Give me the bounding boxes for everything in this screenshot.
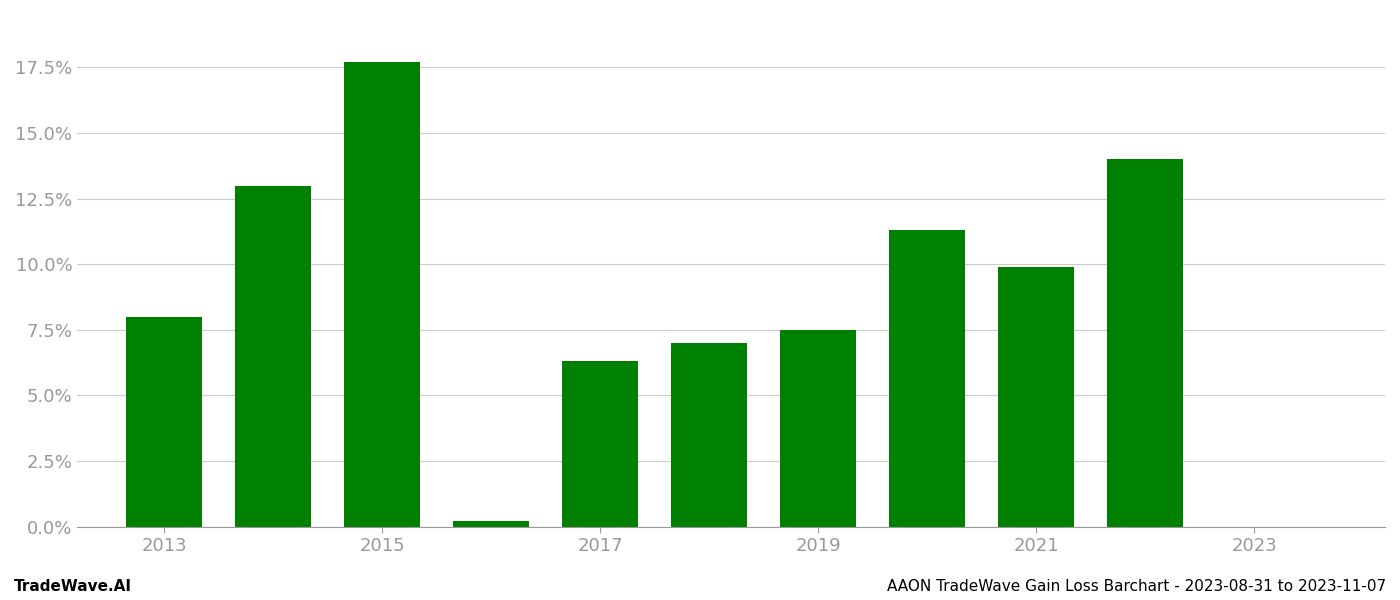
Bar <box>671 343 748 527</box>
Bar <box>235 185 311 527</box>
Bar <box>126 317 203 527</box>
Bar <box>780 330 857 527</box>
Bar <box>998 267 1074 527</box>
Text: TradeWave.AI: TradeWave.AI <box>14 579 132 594</box>
Bar <box>889 230 966 527</box>
Text: AAON TradeWave Gain Loss Barchart - 2023-08-31 to 2023-11-07: AAON TradeWave Gain Loss Barchart - 2023… <box>886 579 1386 594</box>
Bar <box>344 62 420 527</box>
Bar <box>454 521 529 527</box>
Bar <box>1107 159 1183 527</box>
Bar <box>563 361 638 527</box>
